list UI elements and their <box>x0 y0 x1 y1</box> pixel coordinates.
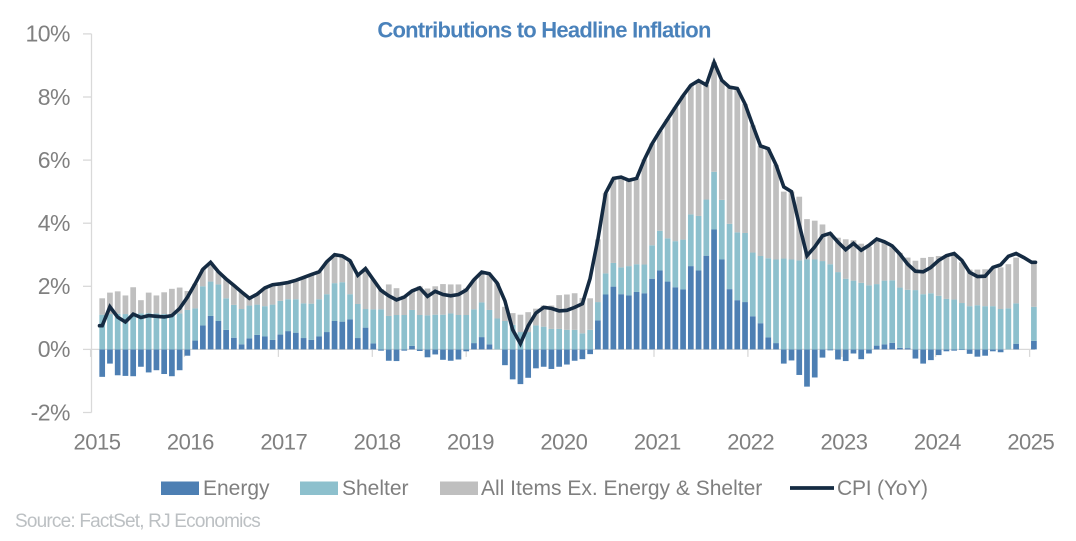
svg-text:Contributions to Headline Infl: Contributions to Headline Inflation <box>377 18 711 43</box>
svg-text:2017: 2017 <box>260 430 307 455</box>
svg-text:2021: 2021 <box>634 430 681 455</box>
svg-text:4%: 4% <box>38 210 70 236</box>
svg-text:2019: 2019 <box>447 430 494 455</box>
svg-text:All Items Ex. Energy & Shelter: All Items Ex. Energy & Shelter <box>481 477 762 500</box>
svg-text:2020: 2020 <box>540 430 587 455</box>
svg-text:2023: 2023 <box>821 430 868 455</box>
svg-text:0%: 0% <box>38 336 70 362</box>
svg-text:2025: 2025 <box>1007 430 1054 455</box>
svg-text:2015: 2015 <box>74 430 121 455</box>
svg-text:-2%: -2% <box>31 399 70 425</box>
svg-text:2024: 2024 <box>914 430 961 455</box>
svg-text:2018: 2018 <box>354 430 401 455</box>
svg-text:Shelter: Shelter <box>342 477 409 500</box>
svg-text:2%: 2% <box>38 273 70 299</box>
svg-text:CPI (YoY): CPI (YoY) <box>837 477 928 500</box>
svg-text:6%: 6% <box>38 147 70 173</box>
svg-text:8%: 8% <box>38 84 70 110</box>
svg-text:Source: FactSet, RJ Economics: Source: FactSet, RJ Economics <box>15 511 260 532</box>
svg-text:Energy: Energy <box>203 477 270 500</box>
svg-text:2022: 2022 <box>727 430 774 455</box>
svg-text:2016: 2016 <box>167 430 214 455</box>
svg-text:10%: 10% <box>25 21 70 47</box>
